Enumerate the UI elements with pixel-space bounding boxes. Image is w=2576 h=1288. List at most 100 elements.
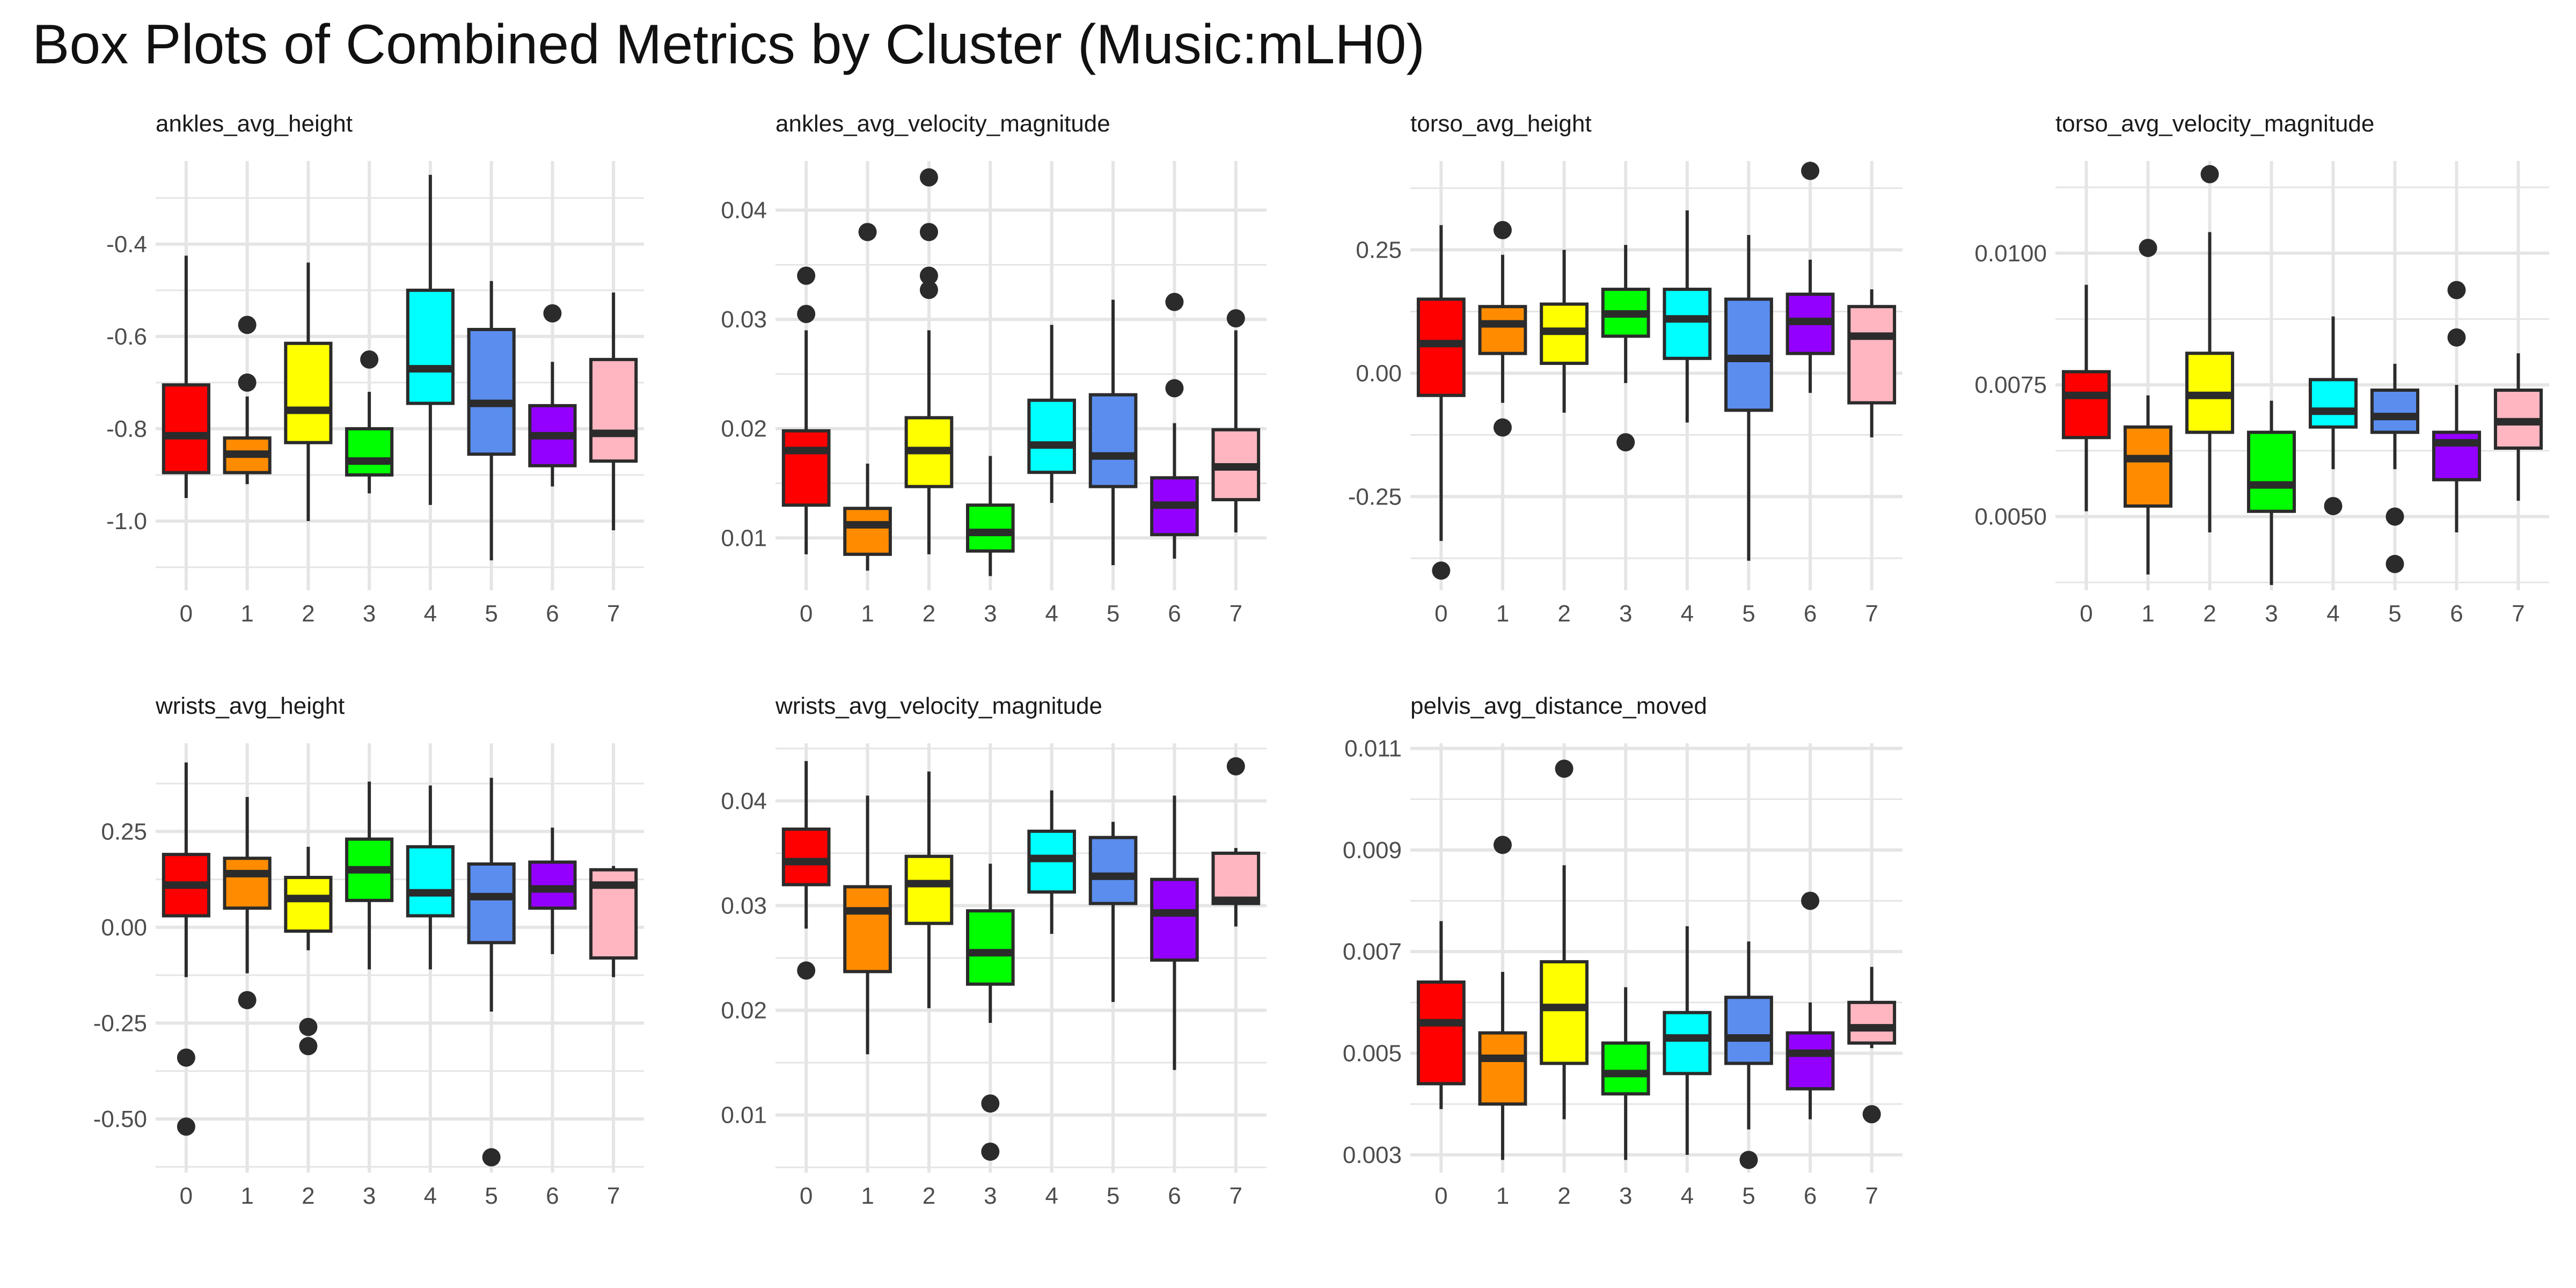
x-tick-label: 6 [546,601,559,627]
box-cluster-1 [1478,305,1527,355]
outlier-point [177,1117,195,1136]
outlier-point [177,1048,195,1067]
y-tick-label: -0.4 [106,231,147,258]
x-tick-label: 7 [2512,601,2524,627]
outlier-point [360,350,379,369]
x-tick-label: 7 [607,1183,620,1209]
box-cluster-1 [223,857,272,910]
x-tick-label: 0 [180,601,193,627]
outlier-point [2385,507,2404,526]
outlier-point [1493,418,1512,437]
y-tick-label: 0.03 [721,892,767,919]
x-tick-label: 7 [607,601,620,627]
x-tick-label: 3 [984,1183,997,1209]
outlier-point [919,223,938,241]
x-tick-label: 5 [1107,601,1119,627]
y-tick-label: 0.25 [1356,237,1402,264]
x-tick-label: 2 [2203,601,2216,627]
y-tick-label: 0.007 [1343,939,1402,965]
outlier-point [238,373,257,392]
box-cluster-5 [2370,388,2420,434]
panel-title: torso_avg_height [1410,111,1592,137]
box-cluster-4 [1663,288,1712,360]
box-cluster-4 [406,288,455,405]
y-tick-label: 0.04 [721,197,767,224]
x-tick-label: 0 [800,601,813,627]
x-tick-label: 4 [1681,601,1694,627]
x-tick-label: 0 [800,1183,813,1209]
y-tick-label: 0.0100 [1974,240,2047,267]
x-tick-label: 2 [302,1183,314,1209]
box-cluster-6 [528,860,577,910]
x-tick-label: 1 [1496,601,1509,627]
box-cluster-5 [467,862,516,945]
outlier-point [919,168,938,187]
x-tick-label: 6 [1804,601,1817,627]
x-tick-label: 0 [1435,601,1447,627]
x-tick-label: 6 [1168,601,1181,627]
box-cluster-3 [965,503,1015,553]
box-cluster-7 [1211,851,1261,905]
outlier-point [797,304,816,323]
outlier-point [2139,238,2157,257]
box-cluster-4 [1027,398,1077,474]
outlier-point [2447,281,2466,299]
x-tick-label: 6 [1168,1183,1181,1209]
panel-title: torso_avg_velocity_magnitude [2055,111,2374,137]
x-tick-label: 6 [1804,1183,1817,1209]
outlier-point [2447,328,2466,347]
outlier-point [482,1148,501,1167]
outlier-point [1493,221,1512,239]
x-tick-label: 2 [1557,1183,1570,1209]
outlier-point [2200,165,2219,184]
outlier-point [1493,836,1512,854]
x-tick-label: 2 [1557,601,1570,627]
box-cluster-5 [1088,393,1138,488]
box-cluster-2 [1540,960,1589,1065]
y-tick-label: -0.50 [93,1106,147,1132]
outlier-point [1555,759,1574,778]
x-tick-label: 6 [2450,601,2463,627]
x-tick-label: 0 [180,1183,193,1209]
x-tick-label: 0 [1435,1183,1447,1209]
x-tick-label: 4 [1681,1183,1694,1209]
x-tick-label: 1 [861,1183,874,1209]
outlier-point [1862,1105,1881,1124]
y-tick-label: 0.0075 [1974,372,2047,398]
outlier-point [919,266,938,285]
outlier-point [858,223,877,241]
box-cluster-0 [781,429,831,507]
y-tick-label: 0.0050 [1974,504,2047,530]
y-tick-label: -0.25 [93,1010,147,1036]
outlier-point [1616,433,1635,452]
y-tick-label: 0.00 [101,914,147,941]
outlier-point [2385,554,2404,573]
box-cluster-3 [2246,430,2296,513]
outlier-point [238,991,257,1009]
outlier-point [981,1142,1000,1161]
x-tick-label: 2 [923,1183,935,1209]
box-cluster-1 [1478,1031,1527,1106]
outlier-point [543,304,562,323]
y-tick-label: 0.005 [1343,1041,1402,1067]
y-tick-label: 0.011 [1344,735,1402,762]
x-tick-label: 3 [984,601,997,627]
x-tick-label: 2 [302,601,314,627]
y-tick-label: 0.04 [721,788,767,814]
box-cluster-7 [1847,305,1897,405]
box-cluster-4 [1663,1011,1712,1075]
outlier-point [1226,757,1245,775]
box-cluster-0 [162,383,210,474]
outlier-point [1432,561,1451,580]
box-cluster-1 [843,507,892,556]
outlier-point [1165,292,1184,311]
x-tick-label: 1 [1496,1183,1509,1209]
box-cluster-5 [467,327,516,456]
x-tick-label: 3 [1619,601,1632,627]
x-tick-label: 5 [1742,601,1755,627]
box-cluster-6 [1150,877,1199,962]
y-tick-label: 0.009 [1343,837,1402,863]
outlier-point [1226,309,1245,328]
x-tick-label: 3 [1619,1183,1632,1209]
